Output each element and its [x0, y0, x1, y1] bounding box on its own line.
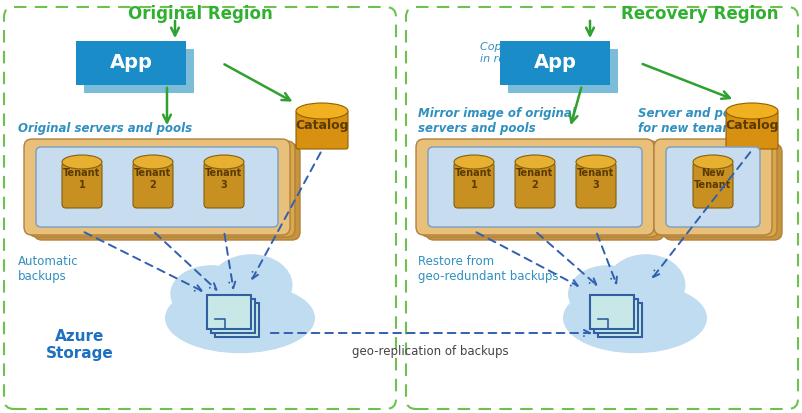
- FancyBboxPatch shape: [211, 299, 255, 333]
- FancyBboxPatch shape: [663, 144, 781, 240]
- FancyBboxPatch shape: [658, 141, 776, 237]
- FancyBboxPatch shape: [427, 147, 642, 227]
- Text: Tenant
3: Tenant 3: [205, 168, 242, 190]
- Ellipse shape: [514, 155, 554, 169]
- Text: Tenant
3: Tenant 3: [577, 168, 614, 190]
- Text: Original servers and pools: Original servers and pools: [18, 122, 192, 135]
- FancyBboxPatch shape: [29, 141, 294, 237]
- Ellipse shape: [210, 254, 292, 316]
- Text: App: App: [533, 54, 576, 73]
- FancyBboxPatch shape: [653, 139, 771, 235]
- FancyBboxPatch shape: [725, 111, 777, 149]
- Text: geo-replication of backups: geo-replication of backups: [351, 345, 508, 358]
- FancyBboxPatch shape: [296, 111, 347, 149]
- FancyBboxPatch shape: [420, 141, 658, 237]
- Ellipse shape: [164, 283, 314, 353]
- Ellipse shape: [296, 103, 347, 119]
- Text: App: App: [109, 54, 152, 73]
- FancyBboxPatch shape: [133, 162, 172, 208]
- FancyBboxPatch shape: [589, 295, 634, 329]
- Ellipse shape: [567, 265, 646, 323]
- Ellipse shape: [453, 155, 493, 169]
- Text: Catalog: Catalog: [724, 119, 778, 133]
- FancyBboxPatch shape: [426, 144, 663, 240]
- Ellipse shape: [199, 274, 266, 323]
- Ellipse shape: [62, 155, 102, 169]
- Text: Recovery Region: Recovery Region: [621, 5, 778, 23]
- Text: Tenant
1: Tenant 1: [63, 168, 100, 190]
- FancyBboxPatch shape: [204, 162, 244, 208]
- FancyBboxPatch shape: [415, 139, 653, 235]
- Ellipse shape: [204, 155, 244, 169]
- FancyBboxPatch shape: [665, 147, 759, 227]
- Text: Tenant
1: Tenant 1: [455, 168, 492, 190]
- FancyBboxPatch shape: [597, 303, 642, 337]
- FancyBboxPatch shape: [575, 162, 615, 208]
- Text: Restore from
geo-redundant backups: Restore from geo-redundant backups: [418, 255, 558, 283]
- Text: Tenant
2: Tenant 2: [134, 168, 172, 190]
- Ellipse shape: [133, 155, 172, 169]
- Text: Automatic
backups: Automatic backups: [18, 255, 79, 283]
- Text: Catalog: Catalog: [295, 119, 348, 133]
- Text: Azure
Storage: Azure Storage: [46, 329, 114, 361]
- FancyBboxPatch shape: [24, 139, 290, 235]
- Ellipse shape: [606, 254, 685, 316]
- FancyBboxPatch shape: [207, 295, 251, 329]
- Text: Original Region: Original Region: [128, 5, 272, 23]
- Text: Mirror image of original
servers and pools: Mirror image of original servers and poo…: [418, 107, 575, 135]
- FancyBboxPatch shape: [215, 303, 259, 337]
- Ellipse shape: [594, 274, 659, 323]
- Text: New
Tenant: New Tenant: [694, 168, 731, 190]
- FancyBboxPatch shape: [76, 41, 186, 85]
- FancyBboxPatch shape: [34, 144, 300, 240]
- FancyBboxPatch shape: [514, 162, 554, 208]
- FancyBboxPatch shape: [692, 162, 732, 208]
- Ellipse shape: [725, 103, 777, 119]
- FancyBboxPatch shape: [500, 41, 610, 85]
- Ellipse shape: [170, 265, 253, 323]
- Ellipse shape: [562, 283, 706, 353]
- FancyBboxPatch shape: [593, 299, 638, 333]
- Ellipse shape: [692, 155, 732, 169]
- Text: Tenant
2: Tenant 2: [516, 168, 553, 190]
- FancyBboxPatch shape: [453, 162, 493, 208]
- FancyBboxPatch shape: [84, 49, 194, 93]
- Text: Server and pool
for new tenants: Server and pool for new tenants: [638, 107, 743, 135]
- FancyBboxPatch shape: [62, 162, 102, 208]
- FancyBboxPatch shape: [36, 147, 277, 227]
- Text: Copy of app deployed
in recovery region: Copy of app deployed in recovery region: [480, 42, 602, 64]
- Ellipse shape: [575, 155, 615, 169]
- FancyBboxPatch shape: [508, 49, 618, 93]
